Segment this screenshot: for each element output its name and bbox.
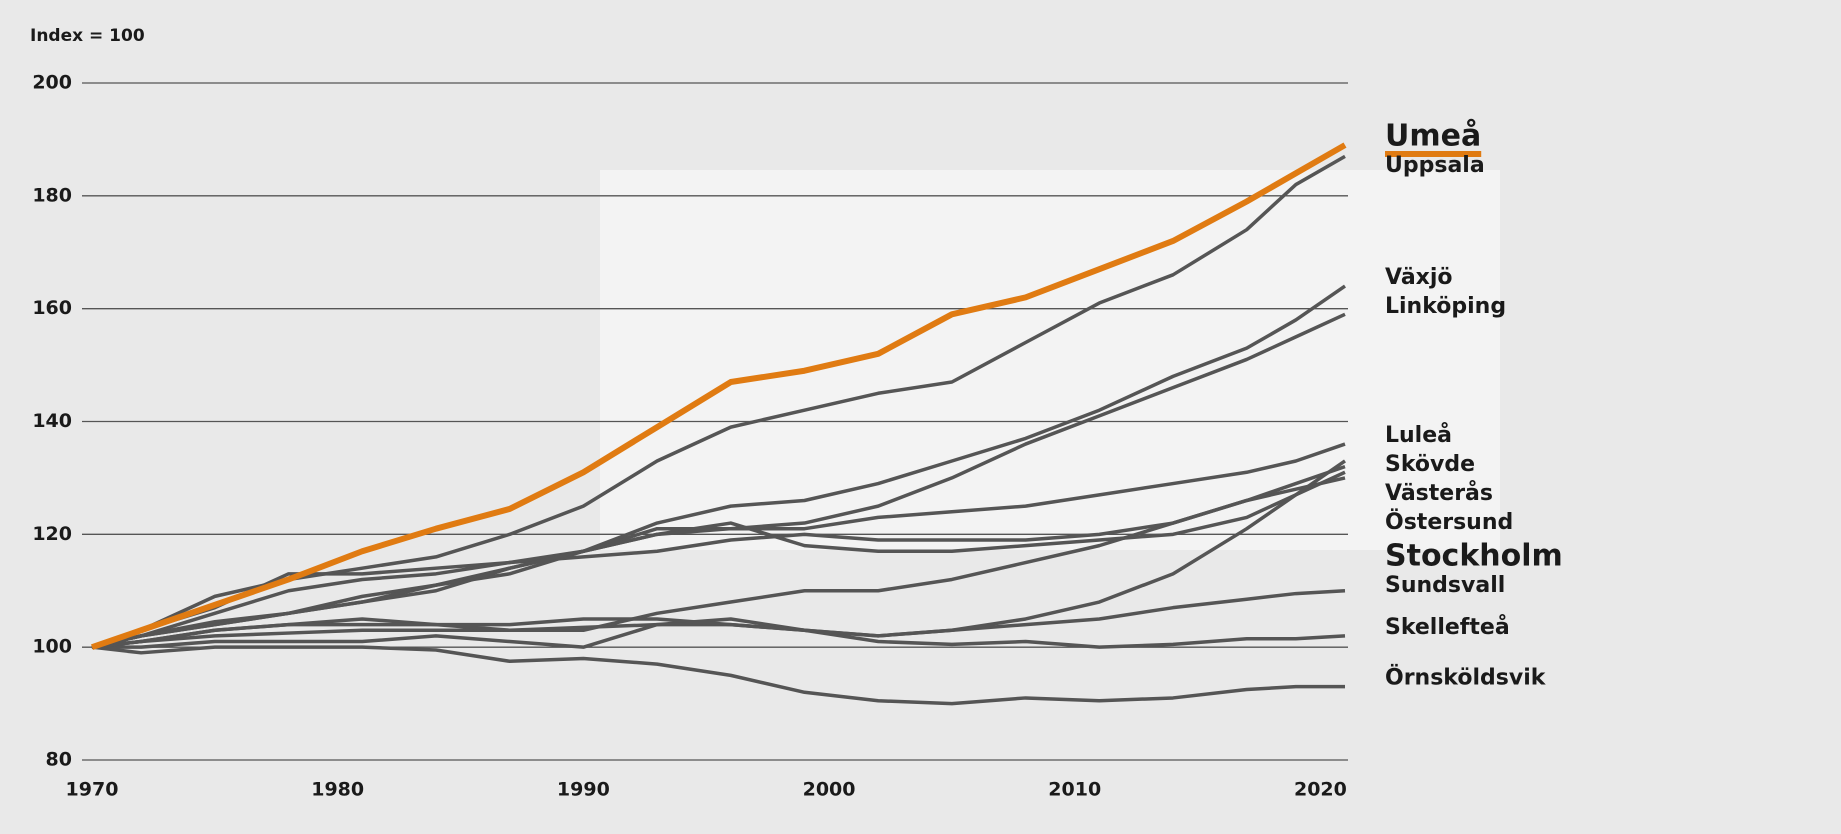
- x-tick-label: 1970: [66, 779, 119, 801]
- legend-label: Skellefteå: [1385, 614, 1510, 640]
- x-tick-label: 2010: [1048, 779, 1101, 801]
- y-tick-label: 140: [32, 410, 72, 432]
- series-line: [91, 645, 1345, 706]
- series-line: [91, 142, 1347, 651]
- x-tick-label: 2020: [1294, 779, 1347, 801]
- legend-label: Sundsvall: [1385, 573, 1505, 598]
- y-tick-label: 100: [32, 636, 72, 658]
- y-tick-label: 160: [32, 297, 72, 319]
- legend-label: Uppsala: [1385, 153, 1485, 178]
- legend-label: Skövde: [1385, 452, 1475, 477]
- y-tick-label: 80: [46, 749, 72, 771]
- legend-label: Växjö: [1385, 265, 1453, 290]
- legend-label: Örnsköldsvik: [1385, 665, 1547, 691]
- series-line: [91, 464, 1346, 649]
- series-line: [92, 617, 1346, 649]
- legend-label: Stockholm: [1385, 539, 1563, 574]
- legend-label: Linköping: [1385, 294, 1506, 319]
- x-tick-label: 1990: [557, 779, 610, 801]
- y-axis-label: Index = 100: [30, 26, 145, 46]
- background-water: [600, 170, 1500, 550]
- x-tick-label: 1980: [311, 779, 364, 801]
- y-tick-label: 200: [32, 72, 72, 94]
- x-tick-label: 2000: [803, 779, 856, 801]
- series-line: [91, 470, 1346, 649]
- legend-label: Östersund: [1385, 509, 1513, 535]
- legend-label: Luleå: [1385, 422, 1452, 448]
- series-line: [91, 459, 1346, 649]
- legend-label: Umeå: [1385, 118, 1481, 154]
- y-tick-label: 180: [32, 184, 72, 206]
- legend-label: Västerås: [1385, 480, 1493, 506]
- series-line: [91, 284, 1346, 649]
- y-tick-label: 120: [32, 523, 72, 545]
